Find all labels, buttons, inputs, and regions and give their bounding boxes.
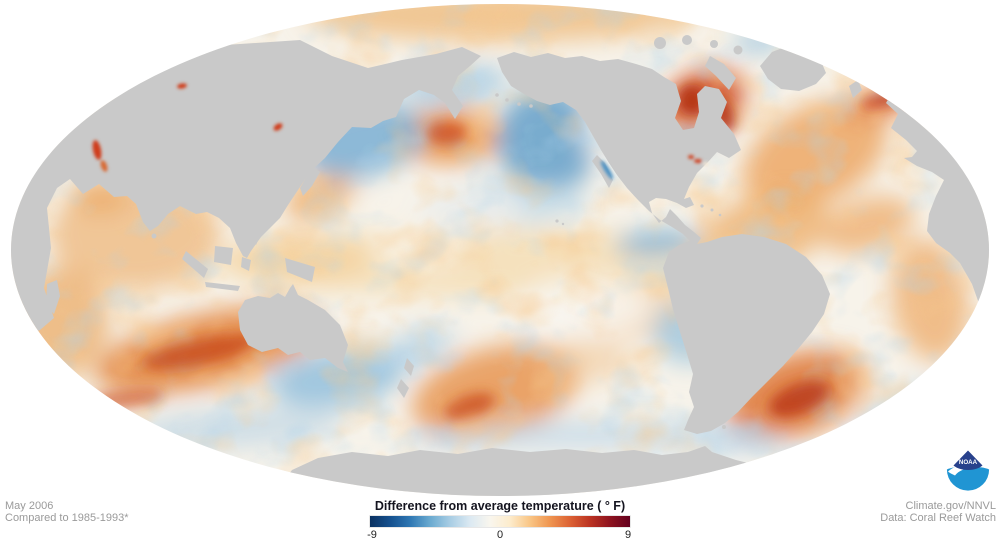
land-hawaii — [561, 222, 565, 226]
land-japan — [300, 165, 320, 196]
legend-ticks: -9 0 9 — [367, 529, 632, 542]
land-caribbean-island — [700, 204, 704, 208]
land-aleutian-island — [517, 102, 521, 106]
legend: Difference from average temperature ( ° … — [350, 499, 650, 542]
land-philippines — [249, 215, 262, 245]
land-arctic-island — [682, 35, 692, 45]
land-sulawesi — [241, 257, 251, 271]
map-date: May 2006 — [5, 500, 54, 512]
land-hawaii — [555, 219, 559, 223]
land-falkland-islands — [722, 425, 726, 429]
noaa-logo-sky — [953, 450, 983, 470]
land-baja-california — [592, 155, 613, 188]
land-new-zealand-south — [397, 379, 409, 398]
legend-tick-min: -9 — [367, 529, 377, 541]
land-caribbean-island — [710, 208, 714, 212]
land-arctic-island — [710, 40, 718, 48]
land-north-south-america — [497, 52, 830, 434]
credit-data: Data: Coral Reef Watch — [880, 512, 996, 524]
land-aleutian-island — [495, 93, 499, 97]
legend-colorbar — [369, 515, 631, 528]
legend-tick-max: 9 — [624, 529, 632, 541]
land-arctic-island — [654, 37, 666, 49]
land-borneo — [214, 246, 233, 265]
credit-source: Climate.gov/NNVL — [905, 500, 996, 512]
land-sri-lanka — [151, 233, 157, 239]
noaa-logo: NOAA — [946, 448, 990, 492]
legend-title: Difference from average temperature ( ° … — [374, 499, 626, 513]
land-britain — [849, 80, 862, 98]
land-new-guinea — [285, 258, 315, 282]
land-eurasia-africa-east — [11, 40, 481, 345]
date-caption: May 2006 Compared to 1985-1993* — [5, 500, 129, 524]
credits: Climate.gov/NNVL Data: Coral Reef Watch — [880, 500, 996, 524]
noaa-logo-text: NOAA — [959, 459, 978, 466]
inland-water-anomalies — [92, 83, 709, 180]
land-madagascar — [46, 280, 60, 314]
land-arctic-island — [733, 45, 743, 55]
map-baseline: Compared to 1985-1993* — [5, 512, 129, 524]
land-sumatra — [182, 251, 208, 278]
land-australia — [238, 284, 348, 372]
land-aleutian-island — [505, 98, 509, 102]
land-new-zealand-north — [404, 358, 414, 376]
land-caribbean-island — [718, 213, 722, 217]
land-aleutian-island — [529, 104, 533, 108]
legend-tick-mid: 0 — [496, 529, 504, 541]
land-java — [205, 282, 240, 291]
land-baffin-island — [705, 56, 736, 90]
footer: May 2006 Compared to 1985-1993* Differen… — [0, 496, 1000, 555]
